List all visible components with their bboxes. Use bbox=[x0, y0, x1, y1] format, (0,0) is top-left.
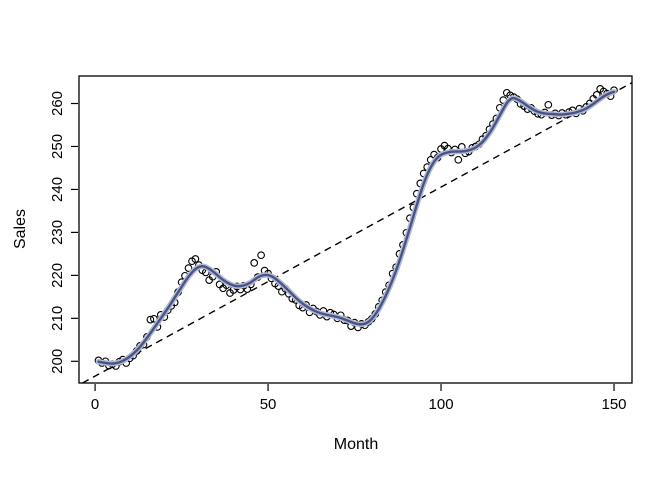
x-axis-tick-label: 100 bbox=[429, 396, 454, 413]
x-axis-tick-label: 0 bbox=[91, 396, 99, 413]
scatter-point bbox=[191, 255, 200, 263]
y-axis-tick-label: 250 bbox=[49, 134, 66, 159]
y-axis-tick-label: 220 bbox=[49, 263, 66, 288]
x-axis-label: Month bbox=[334, 436, 378, 453]
y-axis-tick-label: 200 bbox=[49, 349, 66, 374]
scatter-point bbox=[146, 315, 155, 324]
plot-box-border bbox=[78, 75, 633, 384]
y-axis-tick-label: 230 bbox=[49, 220, 66, 245]
scatter-point bbox=[257, 251, 265, 260]
scatter-point bbox=[544, 100, 553, 109]
y-axis-tick-label: 210 bbox=[49, 306, 66, 331]
y-axis-tick-label: 260 bbox=[49, 91, 66, 116]
loess-smooth-line bbox=[97, 90, 616, 365]
y-axis-label: Sales bbox=[12, 209, 29, 249]
y-axis-tick-label: 240 bbox=[49, 177, 66, 202]
x-axis-tick-label: 150 bbox=[601, 396, 626, 413]
x-axis-tick-label: 50 bbox=[260, 396, 277, 413]
trend-dashed-line bbox=[82, 82, 633, 384]
scatter-point bbox=[250, 259, 259, 267]
scatter-point bbox=[454, 155, 463, 164]
scatter-point bbox=[184, 264, 193, 272]
